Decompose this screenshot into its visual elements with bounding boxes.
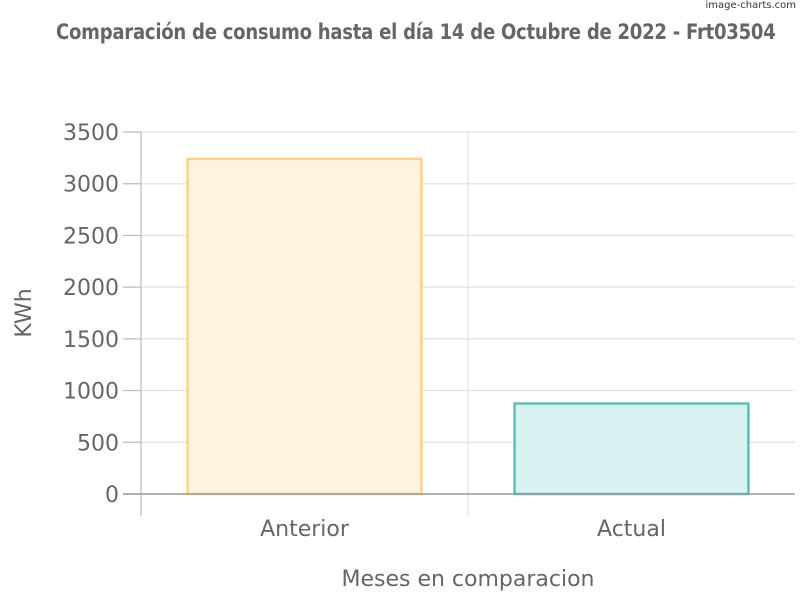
y-tick-label: 0	[105, 483, 119, 508]
x-tick-label: Anterior	[260, 517, 350, 542]
bar-anterior	[186, 157, 423, 496]
y-tick-label: 2000	[63, 276, 119, 301]
y-tick-label: 1500	[63, 328, 119, 353]
y-tick-label: 3500	[63, 121, 119, 146]
y-tick-label: 1000	[63, 380, 119, 405]
x-tick-label: Actual	[597, 517, 666, 542]
bars	[186, 157, 750, 496]
y-tick-labels: 0 500 1000 1500 2000 2500 3000 3500	[63, 121, 119, 508]
y-tick-label: 2500	[63, 224, 119, 249]
axes	[123, 131, 795, 516]
chart-title: Comparación de consumo hasta el día 14 d…	[56, 20, 776, 44]
y-axis-title: KWh	[12, 288, 37, 337]
watermark: image-charts.com	[705, 0, 797, 11]
x-axis-title: Meses en comparacion	[341, 567, 594, 592]
bar-actual	[513, 402, 750, 496]
y-tick-label: 3000	[63, 173, 119, 198]
y-tick-label: 500	[77, 431, 119, 456]
x-tick-labels: Anterior Actual	[260, 517, 666, 542]
